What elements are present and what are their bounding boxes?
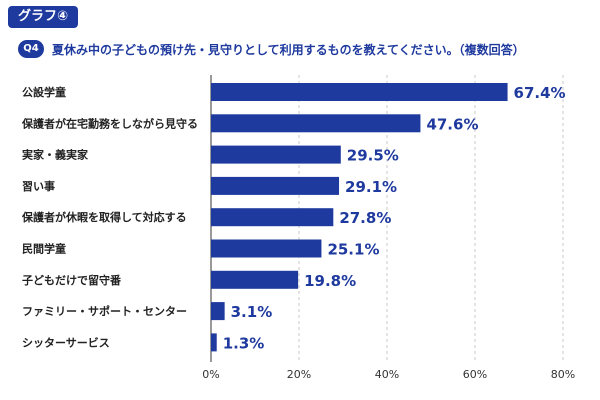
- value-label: 29.5%: [347, 147, 399, 165]
- value-label: 29.1%: [345, 178, 397, 196]
- category-label: 民間学童: [22, 242, 66, 256]
- bar: [211, 270, 299, 289]
- x-tick-label: 60%: [463, 368, 487, 381]
- category-label: 保護者が休暇を取得して対応する: [21, 210, 187, 224]
- category-label: ファミリー・サポート・センター: [22, 304, 187, 318]
- bar: [211, 176, 340, 195]
- category-label: 子どもだけで留守番: [22, 273, 122, 287]
- x-tick-label: 80%: [551, 368, 575, 381]
- bar: [211, 208, 334, 227]
- value-label: 67.4%: [514, 84, 566, 102]
- value-label: 47.6%: [426, 115, 478, 133]
- category-label: 習い事: [22, 179, 55, 193]
- x-tick-label: 20%: [287, 368, 311, 381]
- bar: [211, 302, 225, 321]
- category-label: 実家・義実家: [22, 148, 89, 162]
- bar: [211, 83, 508, 101]
- category-label: シッターサービス: [22, 335, 110, 349]
- value-label: 25.1%: [327, 241, 379, 259]
- bar: [211, 239, 322, 258]
- value-label: 19.8%: [304, 272, 356, 290]
- bar: [211, 145, 341, 164]
- value-label: 1.3%: [223, 334, 265, 352]
- x-tick-label: 40%: [375, 368, 399, 381]
- question-number: Q4: [18, 40, 44, 58]
- bar: [211, 333, 217, 352]
- x-tick-label: 0%: [202, 368, 219, 381]
- value-label: 3.1%: [231, 303, 273, 321]
- category-label: 保護者が在宅勤務をしながら見守る: [21, 116, 198, 130]
- bar: [211, 114, 421, 133]
- category-label: 公設学童: [22, 85, 66, 99]
- chart-badge: グラフ④: [8, 6, 79, 28]
- value-label: 27.8%: [339, 209, 391, 227]
- question-text: 夏休み中の子どもの預け先・見守りとして利用するものを教えてください。（複数回答）: [52, 42, 525, 57]
- question-row: Q4 夏休み中の子どもの預け先・見守りとして利用するものを教えてください。（複数…: [18, 40, 525, 58]
